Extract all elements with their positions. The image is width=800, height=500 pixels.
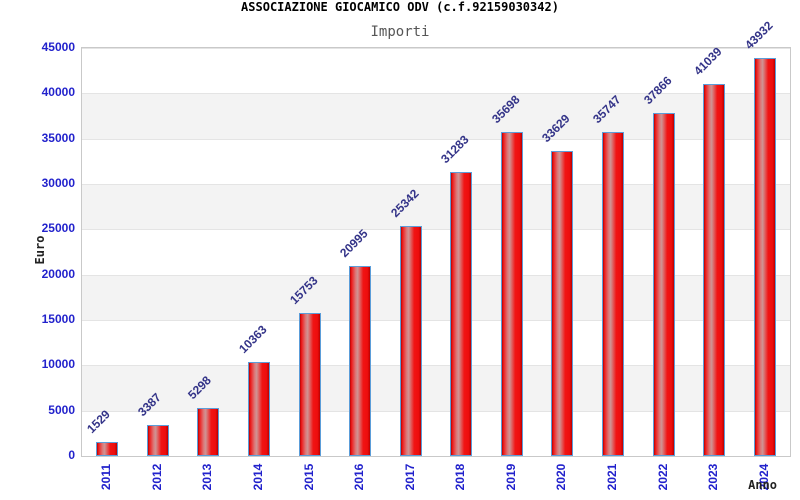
- x-tick-label: 2013: [200, 463, 215, 491]
- y-tick-label: 40000: [41, 85, 75, 100]
- bar-value-label: 41039: [691, 44, 725, 78]
- x-axis-title: Anno: [748, 478, 777, 492]
- y-axis-title: Euro: [33, 235, 47, 265]
- bar-value-label: 37866: [640, 73, 675, 107]
- bar-value-label: 20995: [337, 226, 371, 260]
- bar-2012: [146, 425, 169, 456]
- y-tick-label: 15000: [41, 312, 75, 326]
- chart-title: ASSOCIAZIONE GIOCAMICO ODV (c.f.92159030…: [241, 0, 559, 14]
- bar-2016: [349, 265, 372, 456]
- x-tick-label: 2024: [756, 463, 771, 491]
- bar-value-label: 35747: [590, 92, 624, 126]
- bar-value-label: 33629: [539, 111, 574, 146]
- x-tick-label: 2022: [655, 463, 670, 491]
- bar-2020: [551, 151, 574, 456]
- bar-value-label: 1529: [84, 407, 114, 437]
- bar-value-label: 35698: [488, 92, 523, 127]
- y-tick-label: 30000: [41, 176, 75, 190]
- bar-2017: [399, 226, 422, 456]
- chart-subtitle: Importi: [370, 24, 430, 40]
- bar-2011: [96, 442, 119, 456]
- bar-2015: [298, 313, 321, 456]
- bar-value-label: 3387: [134, 390, 164, 420]
- y-tick-label: 45000: [41, 40, 75, 54]
- x-tick-label: 2014: [251, 463, 265, 491]
- plot-area: 1529 3387 5298 10363 15753 20995 25342 31283 356…: [81, 18, 791, 457]
- y-tick-label: 5000: [48, 402, 75, 417]
- x-tick-label: 2023: [706, 463, 721, 491]
- y-tick-label: 20000: [41, 266, 75, 281]
- bar-2013: [197, 407, 220, 456]
- y-tick-label: 0: [68, 448, 75, 462]
- bar-value-label: 25342: [387, 186, 422, 221]
- bar-2021: [602, 131, 624, 456]
- y-tick-label: 35000: [41, 130, 75, 145]
- bar-value-label: 5298: [185, 373, 215, 402]
- grid-band: [82, 48, 790, 94]
- x-tick-label: 2011: [99, 463, 114, 491]
- bar-value-label: 31283: [438, 132, 472, 167]
- x-tick-label: 2021: [605, 463, 619, 491]
- x-tick-label: 2019: [503, 463, 518, 491]
- y-tick-label: 25000: [41, 221, 75, 236]
- bar-value-label: 15753: [286, 273, 321, 308]
- bar-2018: [450, 172, 473, 456]
- bar-2023: [703, 83, 726, 456]
- y-tick-label: 10000: [41, 357, 75, 372]
- x-tick-label: 2020: [554, 463, 569, 491]
- bar-2024: [753, 57, 776, 456]
- x-tick-label: 2018: [453, 463, 468, 491]
- x-tick-label: 2015: [301, 463, 316, 491]
- bar-2022: [652, 112, 675, 456]
- bars-container: 1529 3387 5298 10363 15753 20995 25342 31283 356…: [82, 18, 790, 456]
- x-tick-label: 2016: [352, 463, 367, 491]
- bar-2014: [248, 362, 270, 456]
- x-tick-label: 2012: [149, 463, 164, 491]
- bar-value-label: 10363: [236, 322, 270, 357]
- bar-2019: [500, 132, 523, 456]
- x-tick-label: 2017: [402, 463, 417, 491]
